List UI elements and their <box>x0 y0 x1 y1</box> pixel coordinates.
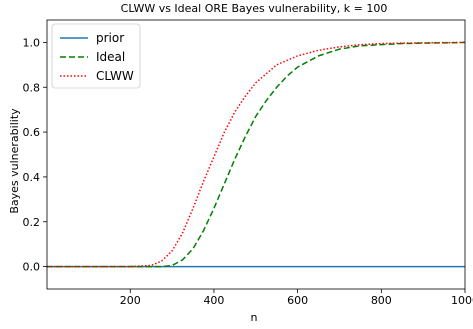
y-tick-label: 0.0 <box>23 261 41 274</box>
legend-label-ideal: Ideal <box>96 50 125 64</box>
y-tick-label: 0.6 <box>23 126 41 139</box>
x-axis-label: n <box>251 311 258 324</box>
plot-frame <box>46 19 466 290</box>
x-tick-label: 600 <box>287 294 308 307</box>
x-tick-label: 400 <box>203 294 224 307</box>
x-tick-label: 200 <box>120 294 141 307</box>
chart-title: CLWW vs Ideal ORE Bayes vulnerability, k… <box>121 2 388 15</box>
y-tick-label: 0.2 <box>23 216 41 229</box>
y-tick-label: 0.8 <box>23 81 41 94</box>
legend-box <box>51 23 141 89</box>
legend-label-clww: CLWW <box>96 69 134 83</box>
x-tick-label: 800 <box>371 294 392 307</box>
y-tick-label: 0.4 <box>23 171 41 184</box>
y-axis-label: Bayes vulnerability <box>8 108 21 214</box>
legend-label-prior: prior <box>96 31 124 45</box>
y-tick-label: 1.0 <box>23 36 41 49</box>
